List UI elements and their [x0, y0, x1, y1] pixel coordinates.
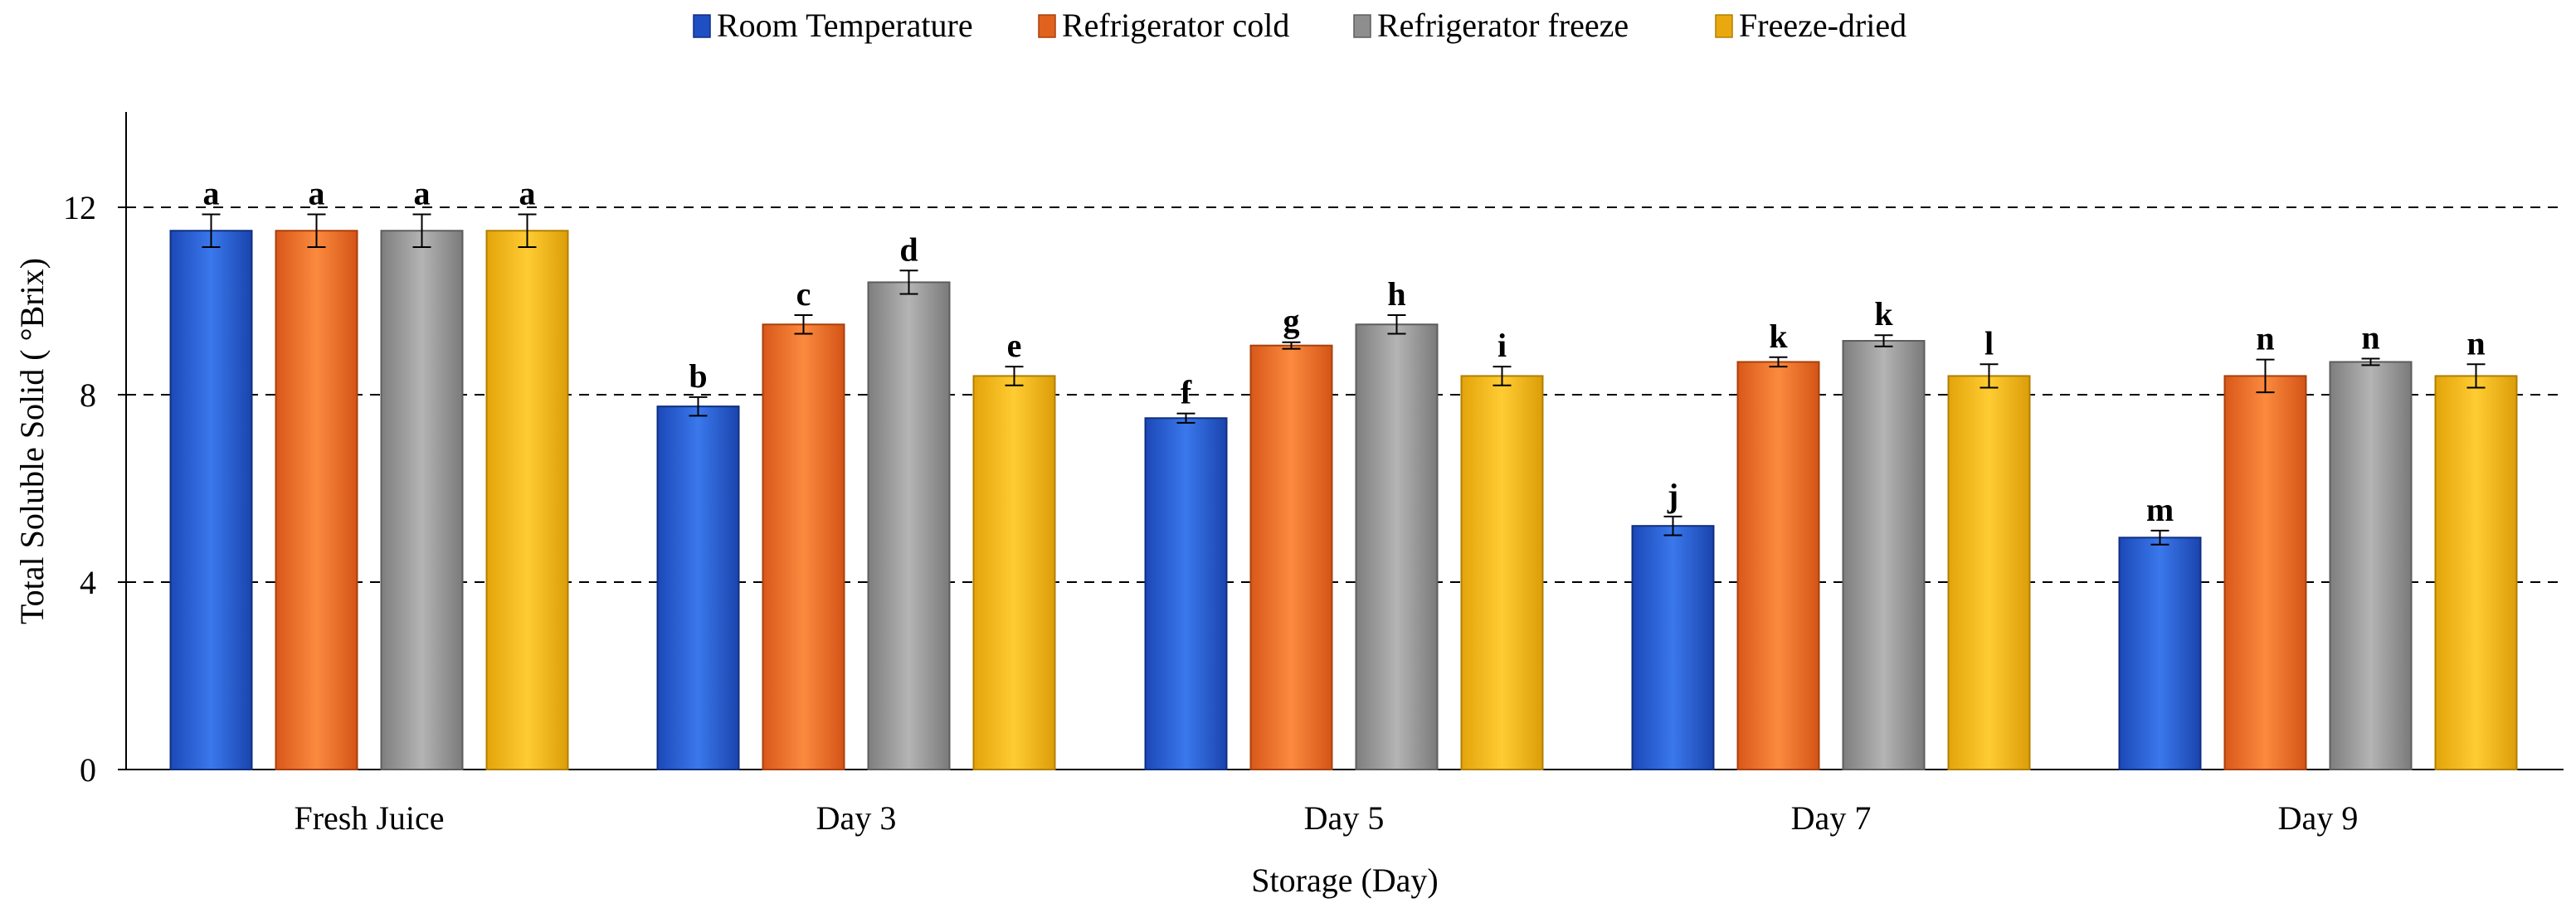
- legend-label: Refrigerator cold: [1062, 7, 1289, 44]
- x-category-label: Day 9: [2278, 799, 2359, 837]
- legend-swatch: [1038, 14, 1056, 38]
- bar: [380, 230, 464, 770]
- bars: [169, 230, 2518, 770]
- y-axis-title: Total Soluble Solid ( °Brix): [13, 258, 51, 624]
- significance-letter: f: [1181, 374, 1192, 411]
- bar: [169, 230, 253, 770]
- bar: [762, 323, 845, 770]
- x-category-label: Day 3: [816, 799, 897, 837]
- x-category-label: Fresh Juice: [294, 799, 444, 837]
- significance-letter: i: [1497, 327, 1507, 364]
- significance-letter: n: [2256, 320, 2274, 357]
- legend-swatch: [693, 14, 711, 38]
- significance-letter: k: [1874, 295, 1893, 333]
- bar: [867, 281, 951, 770]
- significance-letter: a: [203, 174, 220, 211]
- significance-letter: c: [796, 275, 811, 313]
- y-tick-label: 8: [80, 376, 96, 414]
- bar: [1947, 375, 2031, 770]
- significance-letter: b: [689, 357, 707, 395]
- significance-letter: a: [309, 174, 325, 211]
- significance-letter: j: [1667, 477, 1678, 514]
- significance-letter: l: [1984, 324, 1994, 362]
- bar: [2223, 375, 2307, 770]
- significance-letter: n: [2361, 318, 2379, 356]
- significance-letter: h: [1387, 275, 1405, 313]
- legend-label: Room Temperature: [717, 7, 973, 44]
- bar: [1460, 375, 1544, 770]
- x-category-labels: Fresh Juice Day 3 Day 5 Day 7 Day 9: [294, 799, 2358, 837]
- legend-label: Refrigerator freeze: [1377, 7, 1629, 44]
- bar: [1842, 340, 1926, 770]
- legend-swatch: [1715, 14, 1733, 38]
- y-tick-label: 12: [63, 189, 96, 226]
- bar: [1249, 344, 1333, 770]
- y-tick-labels: 0 4 8 12: [63, 189, 126, 789]
- x-category-label: Day 5: [1304, 799, 1385, 837]
- significance-letter: a: [414, 174, 431, 211]
- bar: [2434, 375, 2518, 770]
- y-tick-label: 0: [80, 751, 96, 789]
- significance-letter: m: [2146, 491, 2174, 528]
- bar: [275, 230, 358, 770]
- significance-letters: a b f j m a c g k n a d h k n a e i l n: [203, 174, 2486, 527]
- significance-letter: n: [2466, 324, 2485, 362]
- x-category-label: Day 7: [1791, 799, 1872, 837]
- bar: [972, 375, 1056, 770]
- bar: [1736, 361, 1820, 770]
- significance-letter: k: [1769, 318, 1788, 355]
- significance-letter: g: [1283, 303, 1300, 340]
- x-axis-title: Storage (Day): [1251, 862, 1438, 899]
- significance-letter: e: [1007, 327, 1022, 364]
- bar: [2329, 361, 2413, 770]
- y-tick-label: 4: [80, 564, 96, 601]
- legend-label: Freeze-dried: [1739, 7, 1906, 44]
- bar: [656, 405, 740, 770]
- bar: [2118, 537, 2202, 770]
- bar: [1355, 323, 1439, 770]
- significance-letter: a: [519, 174, 536, 211]
- error-bars: [202, 213, 2486, 546]
- bar: [1144, 417, 1228, 770]
- legend: Room Temperature Refrigerator cold Refrige…: [693, 7, 1906, 44]
- bar: [485, 230, 569, 770]
- legend-swatch: [1353, 14, 1371, 38]
- bar: [1631, 525, 1715, 770]
- significance-letter: d: [899, 231, 918, 268]
